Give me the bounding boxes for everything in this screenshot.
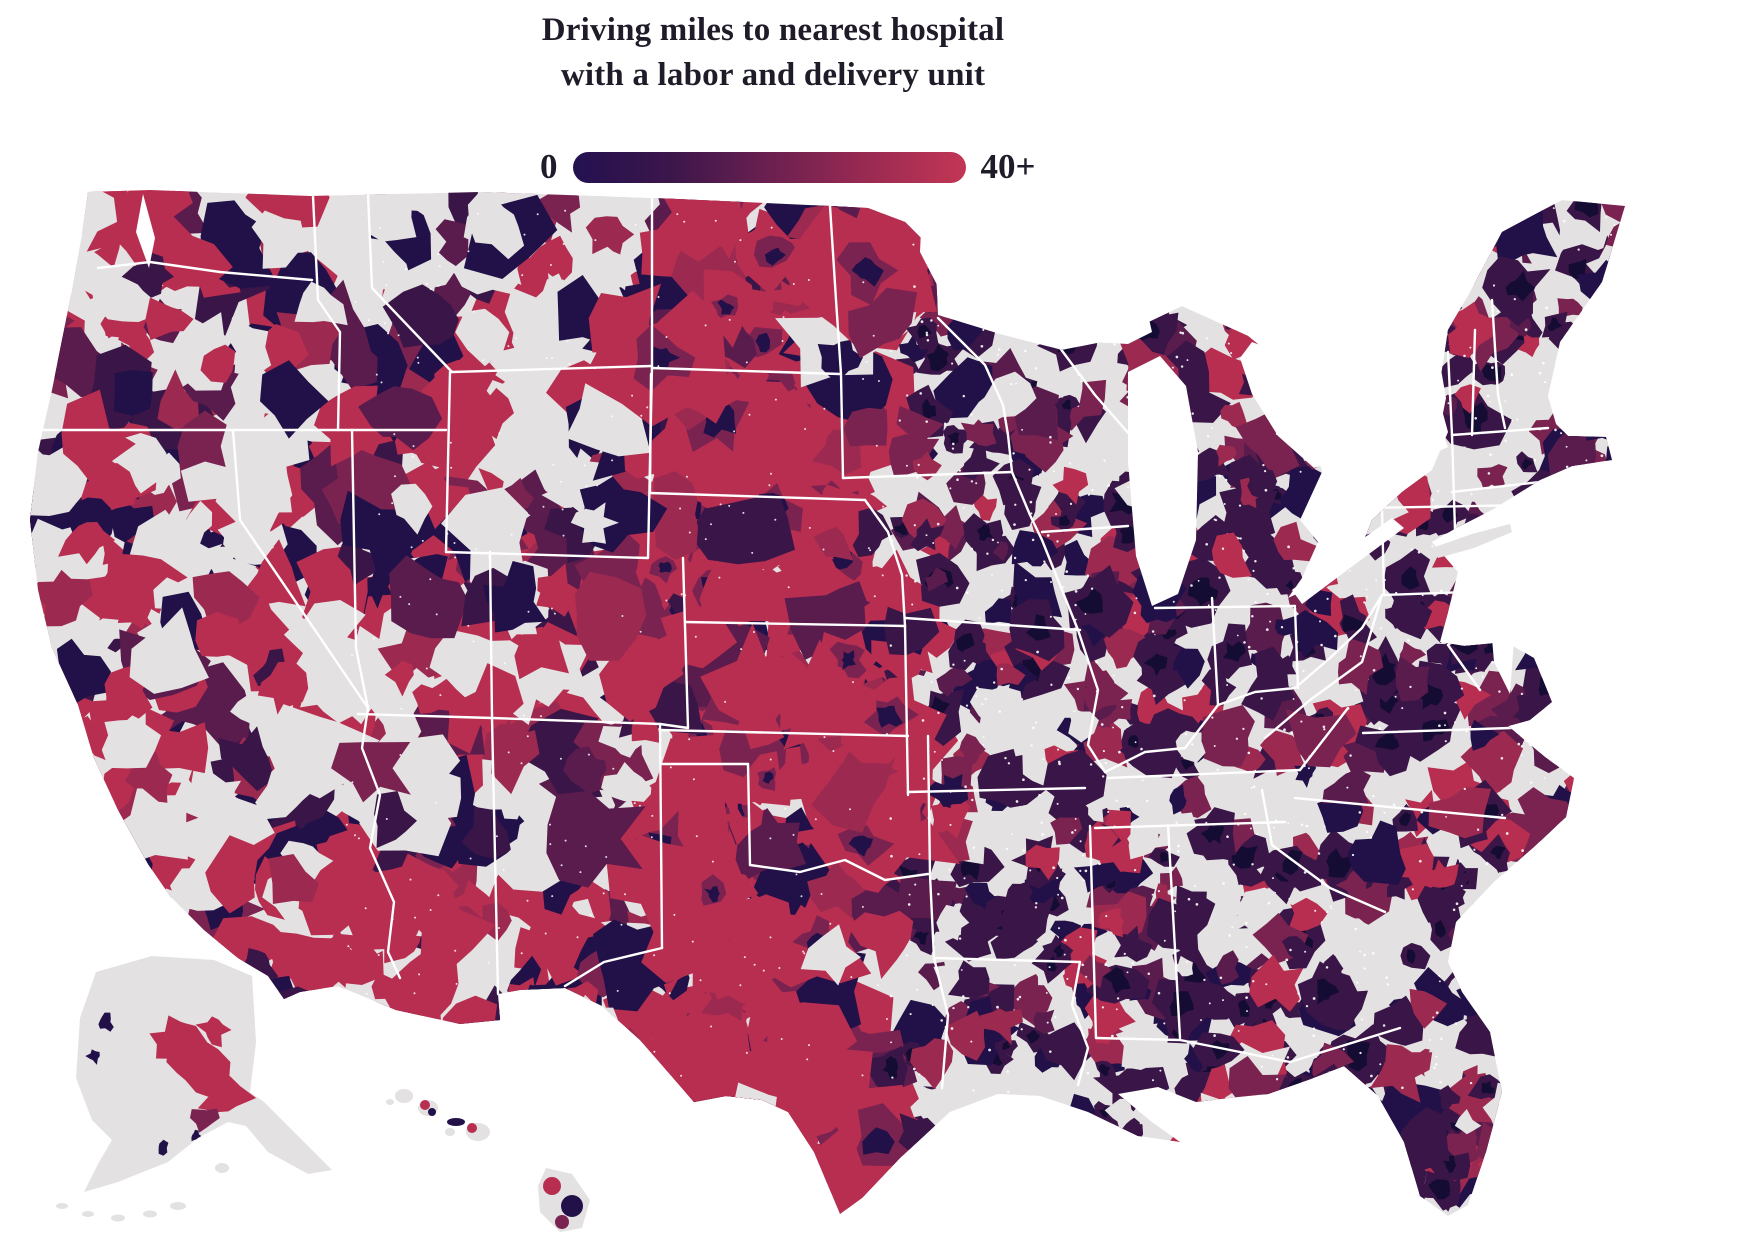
legend-max-label: 40+ [980, 147, 1036, 186]
page-title: Driving miles to nearest hospital with a… [423, 8, 1123, 98]
title-line-2: with a labor and delivery unit [560, 57, 986, 93]
hawaii-inset [386, 1089, 590, 1232]
legend: 0 40+ [540, 138, 1035, 196]
title-line-1: Driving miles to nearest hospital [541, 12, 1005, 48]
mainland-map-layer [30, 190, 1625, 1216]
legend-gradient-bar [572, 151, 966, 183]
alaska-inset [56, 956, 332, 1222]
legend-min-label: 0 [540, 147, 558, 186]
great-lakes-layer [136, 194, 1542, 694]
